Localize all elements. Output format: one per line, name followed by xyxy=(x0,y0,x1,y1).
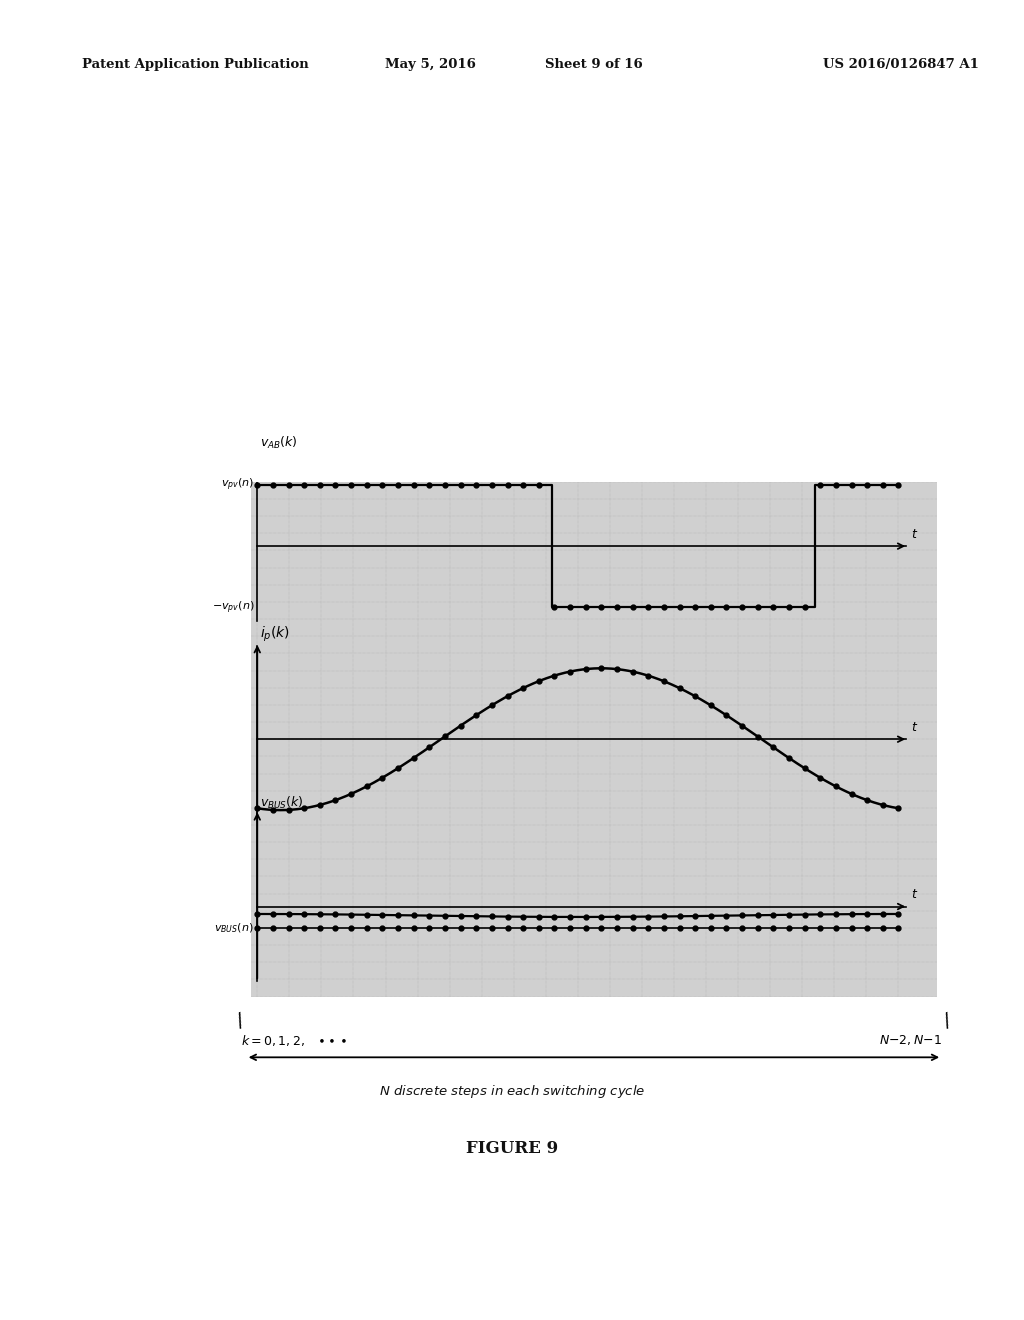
Text: $v_{AB}(k)$: $v_{AB}(k)$ xyxy=(260,434,298,450)
Text: $N{-}2, N{-}1$: $N{-}2, N{-}1$ xyxy=(880,1034,942,1047)
Text: $-v_{pv}(n)$: $-v_{pv}(n)$ xyxy=(212,599,254,615)
Text: Sheet 9 of 16: Sheet 9 of 16 xyxy=(545,58,643,71)
Text: $v_{BUS}(n)$: $v_{BUS}(n)$ xyxy=(214,921,254,935)
Text: $t$: $t$ xyxy=(911,888,919,902)
Text: $v_{BUS}(k)$: $v_{BUS}(k)$ xyxy=(260,795,304,810)
Text: US 2016/0126847 A1: US 2016/0126847 A1 xyxy=(823,58,979,71)
Text: $k{=}0, 1, 2,$: $k{=}0, 1, 2,$ xyxy=(241,1032,305,1048)
Text: Patent Application Publication: Patent Application Publication xyxy=(82,58,308,71)
Text: $\bullet\bullet\bullet$: $\bullet\bullet\bullet$ xyxy=(317,1034,348,1047)
Text: May 5, 2016: May 5, 2016 xyxy=(385,58,475,71)
Text: /: / xyxy=(234,1010,247,1031)
Text: FIGURE 9: FIGURE 9 xyxy=(466,1140,558,1156)
Text: $N$ discrete steps in each switching cycle: $N$ discrete steps in each switching cyc… xyxy=(379,1084,645,1100)
Text: /: / xyxy=(941,1010,953,1031)
Text: $t$: $t$ xyxy=(911,721,919,734)
Text: $t$: $t$ xyxy=(911,528,919,541)
Text: $i_p(k)$: $i_p(k)$ xyxy=(260,624,291,644)
Text: $v_{pv}(n)$: $v_{pv}(n)$ xyxy=(221,477,254,494)
